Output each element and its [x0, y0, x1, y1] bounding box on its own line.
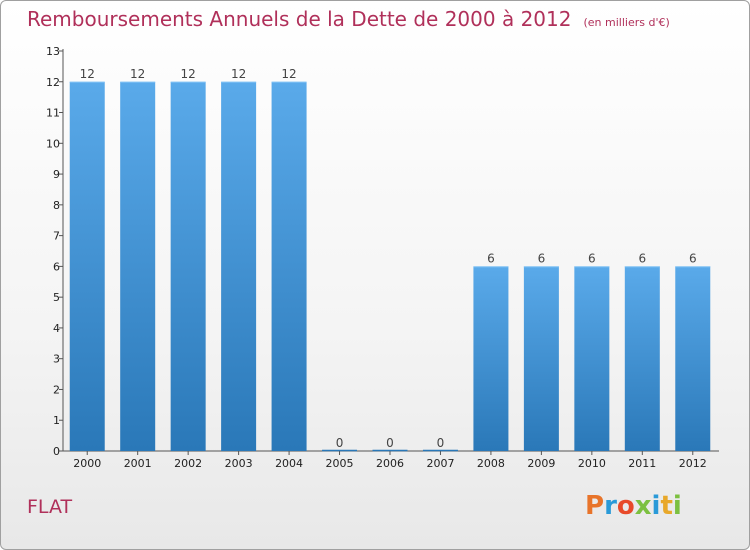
- logo-letter: x: [634, 491, 652, 521]
- commune-name: FLAT: [27, 496, 73, 518]
- bar-value-label: 6: [638, 251, 646, 265]
- logo-letter: i: [672, 491, 682, 521]
- bar: [523, 266, 559, 451]
- y-tick-label: 12: [46, 76, 60, 89]
- bar: [69, 81, 105, 452]
- y-tick-label: 4: [53, 322, 60, 335]
- x-tick-label: 2008: [477, 457, 505, 470]
- x-tick-label: 2003: [225, 457, 253, 470]
- x-tick-label: 2005: [326, 457, 354, 470]
- x-tick-label: 2004: [275, 457, 303, 470]
- x-tick-label: 2007: [426, 457, 454, 470]
- bar-value-label: 6: [689, 251, 697, 265]
- bar-value-label: 6: [487, 251, 495, 265]
- bar-value-label: 6: [588, 251, 596, 265]
- logo-letter: r: [604, 491, 617, 521]
- x-tick-label: 2009: [527, 457, 555, 470]
- bar-value-label: 12: [80, 67, 95, 81]
- x-tick-label: 2012: [679, 457, 707, 470]
- bar-value-label: 12: [231, 67, 246, 81]
- bar: [675, 266, 711, 451]
- y-tick-label: 9: [53, 168, 60, 181]
- bar-value-label: 6: [538, 251, 546, 265]
- bar-value-label: 0: [336, 436, 344, 450]
- y-tick-label: 7: [53, 230, 60, 243]
- bar: [473, 266, 509, 451]
- y-tick-label: 10: [46, 137, 60, 150]
- title-row: Remboursements Annuels de la Dette de 20…: [27, 7, 670, 31]
- x-tick-label: 2011: [628, 457, 656, 470]
- x-tick-label: 2002: [174, 457, 202, 470]
- logo-letter: t: [660, 491, 673, 521]
- x-tick-label: 2000: [73, 457, 101, 470]
- y-tick-label: 6: [53, 260, 60, 273]
- x-tick-label: 2006: [376, 457, 404, 470]
- y-tick-label: 5: [53, 291, 60, 304]
- bar: [120, 81, 156, 452]
- chart-subtitle: (en milliers d'€): [583, 16, 670, 29]
- y-tick-label: 3: [53, 353, 60, 366]
- logo-letter: P: [585, 491, 605, 521]
- y-tick-label: 8: [53, 199, 60, 212]
- proxiti-logo[interactable]: Proxiti: [585, 491, 682, 521]
- bar: [624, 266, 660, 451]
- bar-value-label: 0: [437, 436, 445, 450]
- bar: [574, 266, 610, 451]
- bar-value-label: 12: [181, 67, 196, 81]
- bar: [170, 81, 206, 452]
- logo-letter: i: [651, 491, 661, 521]
- x-tick-label: 2010: [578, 457, 606, 470]
- y-tick-label: 2: [53, 383, 60, 396]
- bar: [271, 81, 307, 452]
- bar-value-label: 12: [281, 67, 296, 81]
- y-tick-label: 11: [46, 107, 60, 120]
- logo-letter: o: [616, 491, 635, 521]
- x-tick-label: 2001: [124, 457, 152, 470]
- bar: [221, 81, 257, 452]
- chart-title: Remboursements Annuels de la Dette de 20…: [27, 7, 572, 31]
- y-tick-label: 13: [46, 45, 60, 58]
- y-tick-label: 1: [53, 414, 60, 427]
- bar-value-label: 12: [130, 67, 145, 81]
- bar-value-label: 0: [386, 436, 394, 450]
- y-tick-label: 0: [53, 445, 60, 458]
